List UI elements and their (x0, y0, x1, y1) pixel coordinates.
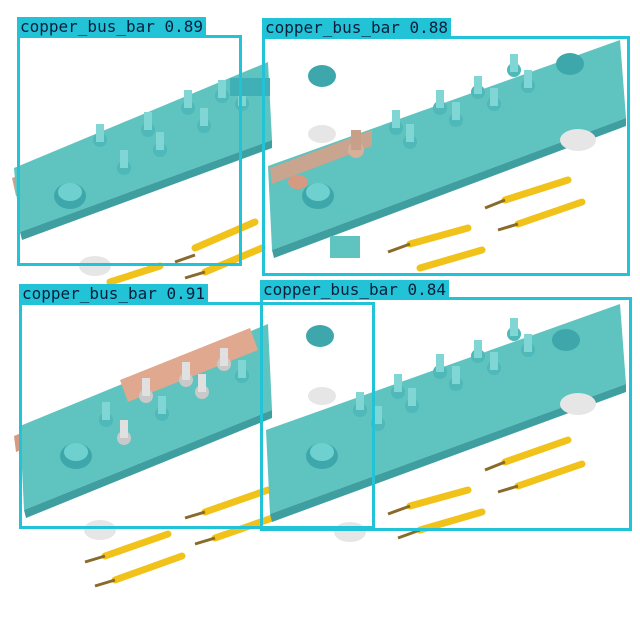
detection-label: copper_bus_bar 0.84 (260, 280, 450, 300)
detection-label: copper_bus_bar 0.89 (17, 17, 207, 37)
detection-score: 0.84 (407, 280, 447, 299)
detection-class: copper_bus_bar (265, 18, 400, 37)
detection-score: 0.88 (409, 18, 449, 37)
detection-label: copper_bus_bar 0.91 (19, 284, 209, 304)
busbar-assembly (14, 324, 272, 540)
wall-plugs-and-screws (387, 176, 586, 272)
wall-plugs-and-screws (106, 218, 266, 286)
detection-score: 0.91 (166, 284, 206, 303)
detection-class: copper_bus_bar (22, 284, 157, 303)
detection-score: 0.89 (164, 17, 204, 36)
busbar-assembly (268, 40, 626, 258)
detection-class: copper_bus_bar (263, 280, 398, 299)
wall-plugs-and-screws (84, 486, 282, 588)
detection-box (260, 297, 632, 531)
detection-box (262, 36, 630, 276)
detection-class: copper_bus_bar (20, 17, 155, 36)
detection-label: copper_bus_bar 0.88 (262, 18, 452, 38)
detection-box (17, 35, 242, 266)
busbar-assembly (12, 62, 272, 276)
wall-plugs-and-screws (387, 436, 586, 540)
